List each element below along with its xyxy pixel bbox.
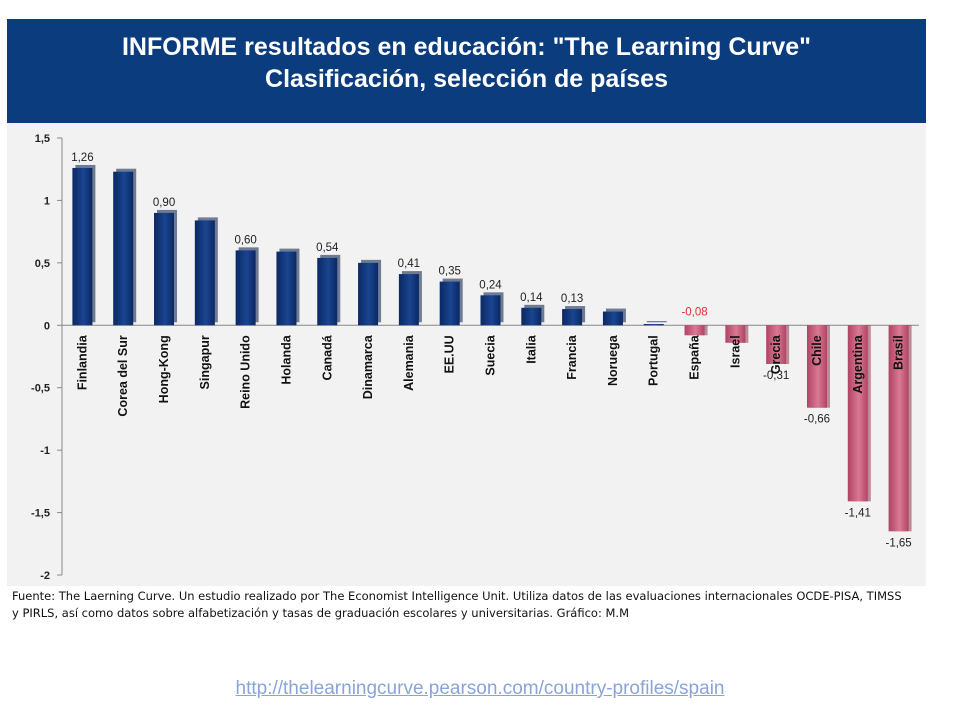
bar bbox=[521, 307, 542, 326]
category-label: Alemania bbox=[402, 334, 416, 391]
bar bbox=[847, 325, 868, 502]
bar bbox=[562, 309, 583, 326]
source-link[interactable]: http://thelearningcurve.pearson.com/coun… bbox=[235, 678, 725, 699]
category-label: Hong-Kong bbox=[157, 335, 171, 403]
data-label: -0,66 bbox=[804, 414, 830, 426]
bar bbox=[276, 251, 297, 326]
data-label: 0,41 bbox=[398, 258, 420, 270]
bar bbox=[235, 250, 256, 326]
category-label: Suecia bbox=[484, 334, 498, 375]
y-tick-label: -2 bbox=[40, 570, 50, 582]
category-label: EE.UU bbox=[443, 335, 457, 373]
bar bbox=[725, 325, 746, 343]
category-label: Canadá bbox=[320, 335, 334, 380]
chart-title: INFORME resultados en educación: "The Le… bbox=[121, 33, 812, 61]
chart-area: 1,5 1 0,5 0 -0,5 -1 -1,5 -2 1,26 Finlandia Corea d… bbox=[7, 123, 926, 586]
bar bbox=[439, 281, 460, 326]
y-tick-label: 1,5 bbox=[35, 133, 50, 145]
data-label: -1,65 bbox=[885, 537, 911, 549]
category-label: Francia bbox=[565, 334, 579, 380]
category-label: Israel bbox=[728, 335, 742, 368]
chart-subtitle: Clasificación, selección de países bbox=[265, 65, 668, 93]
data-label: 0,60 bbox=[234, 234, 256, 246]
category-label: Noruega bbox=[606, 334, 620, 386]
y-tick-label: -1,5 bbox=[31, 508, 50, 520]
bar bbox=[684, 325, 705, 336]
bar-shadow bbox=[646, 321, 667, 323]
data-label: 0,14 bbox=[520, 292, 543, 304]
bar bbox=[317, 257, 338, 326]
category-label: España bbox=[688, 334, 702, 380]
category-label: Brasil bbox=[892, 335, 906, 370]
data-label: 0,24 bbox=[479, 279, 502, 291]
data-label: -1,41 bbox=[845, 507, 871, 519]
data-label: -0,31 bbox=[763, 370, 789, 382]
data-label: -0,08 bbox=[681, 306, 707, 318]
y-tick-label: -0,5 bbox=[31, 383, 50, 395]
bar bbox=[398, 274, 419, 326]
category-label: Reino Unido bbox=[239, 335, 253, 409]
y-tick-label: -1 bbox=[40, 445, 50, 457]
bar bbox=[194, 220, 215, 326]
category-label: Corea del Sur bbox=[116, 335, 130, 416]
bar bbox=[643, 324, 664, 326]
data-label: 0,54 bbox=[316, 242, 339, 254]
data-label: 0,90 bbox=[153, 197, 175, 209]
category-label: Grecia bbox=[769, 334, 783, 374]
category-label: Singapur bbox=[198, 335, 212, 389]
category-label: Finlandia bbox=[75, 334, 89, 390]
bar bbox=[358, 262, 379, 326]
data-label: 0,35 bbox=[438, 266, 460, 278]
bar-chart: 1,5 1 0,5 0 -0,5 -1 -1,5 -2 1,26 Finlandia Corea d… bbox=[31, 133, 919, 582]
y-tick-label: 1 bbox=[44, 195, 50, 207]
y-tick-label: 0 bbox=[44, 320, 50, 332]
bar bbox=[72, 167, 93, 326]
category-label: Chile bbox=[810, 335, 824, 366]
bar bbox=[113, 171, 134, 326]
category-label: Holanda bbox=[279, 334, 293, 384]
category-label: Portugal bbox=[647, 335, 661, 386]
category-label: Argentina bbox=[851, 334, 865, 393]
source-note: Fuente: The Laerning Curve. Un estudio r… bbox=[12, 589, 902, 620]
y-tick-label: 0,5 bbox=[35, 258, 50, 270]
category-label: Italia bbox=[524, 334, 538, 364]
bar bbox=[602, 311, 623, 326]
bar bbox=[766, 325, 787, 364]
data-label: 1,26 bbox=[71, 152, 93, 164]
data-label: 0,13 bbox=[561, 293, 583, 305]
title-banner: INFORME resultados en educación: "The Le… bbox=[7, 19, 926, 123]
bar bbox=[806, 325, 827, 408]
category-label: Dinamarca bbox=[361, 334, 375, 399]
bar bbox=[154, 212, 175, 326]
bar bbox=[888, 325, 909, 532]
bar bbox=[480, 295, 501, 326]
